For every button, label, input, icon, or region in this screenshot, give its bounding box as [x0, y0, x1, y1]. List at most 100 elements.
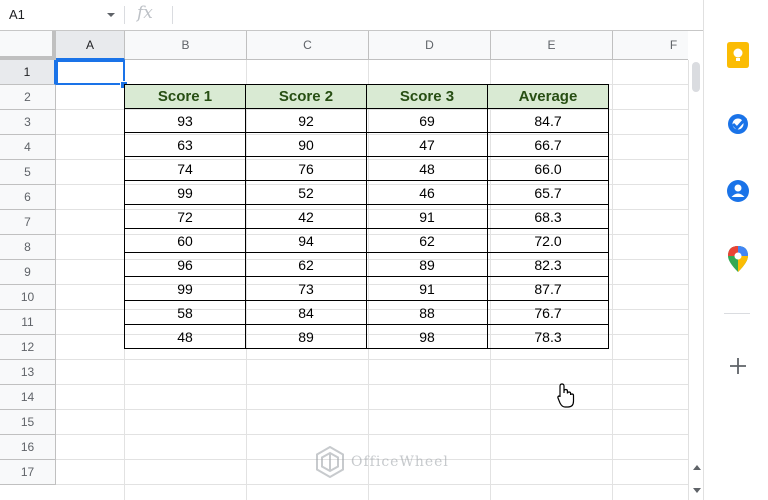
data-cell[interactable]: 76.7: [487, 300, 609, 325]
row-header-9[interactable]: 9: [0, 260, 56, 285]
data-cell[interactable]: 90: [245, 132, 367, 157]
data-cell[interactable]: 66.7: [487, 132, 609, 157]
data-cell[interactable]: 58: [124, 300, 246, 325]
data-cell[interactable]: 76: [245, 156, 367, 181]
row-header-3[interactable]: 3: [0, 110, 56, 135]
cell-reference: A1: [9, 7, 25, 22]
data-cell[interactable]: 89: [245, 324, 367, 349]
column-header-e[interactable]: E: [491, 31, 613, 60]
data-cell[interactable]: 93: [124, 108, 246, 133]
row-header-6[interactable]: 6: [0, 185, 56, 210]
header-cell[interactable]: Average: [487, 84, 609, 109]
data-cell[interactable]: 52: [245, 180, 367, 205]
row-header-15[interactable]: 15: [0, 410, 56, 435]
data-cell[interactable]: 46: [366, 180, 488, 205]
data-cell[interactable]: 94: [245, 228, 367, 253]
data-cell[interactable]: 62: [366, 228, 488, 253]
data-cell[interactable]: 82.3: [487, 252, 609, 277]
data-cell[interactable]: 63: [124, 132, 246, 157]
table-row: 58 84 88 76.7: [124, 300, 609, 325]
table-row: 93 92 69 84.7: [124, 108, 609, 133]
data-cell[interactable]: 66.0: [487, 156, 609, 181]
vertical-scrollbar[interactable]: [688, 60, 704, 500]
data-cell[interactable]: 84: [245, 300, 367, 325]
data-cell[interactable]: 91: [366, 276, 488, 301]
row-header-12[interactable]: 12: [0, 335, 56, 360]
column-header-f[interactable]: F: [613, 31, 688, 60]
mouse-pointer-icon: [557, 383, 575, 408]
data-cell[interactable]: 99: [124, 276, 246, 301]
data-cell[interactable]: 92: [245, 108, 367, 133]
table-header-row: Score 1 Score 2 Score 3 Average: [124, 84, 609, 109]
header-cell[interactable]: Score 1: [124, 84, 246, 109]
keep-button[interactable]: [724, 41, 752, 69]
scroll-down-arrow-icon[interactable]: [693, 488, 701, 493]
row-header-4[interactable]: 4: [0, 135, 56, 160]
data-cell[interactable]: 72.0: [487, 228, 609, 253]
maps-button[interactable]: [724, 245, 752, 273]
data-cell[interactable]: 48: [366, 156, 488, 181]
data-cell[interactable]: 98: [366, 324, 488, 349]
row-header-11[interactable]: 11: [0, 310, 56, 335]
data-cell[interactable]: 72: [124, 204, 246, 229]
row-header-8[interactable]: 8: [0, 235, 56, 260]
data-cell[interactable]: 89: [366, 252, 488, 277]
row-header-13[interactable]: 13: [0, 360, 56, 385]
contacts-icon: [727, 180, 749, 202]
divider: [172, 6, 173, 24]
data-cell[interactable]: 69: [366, 108, 488, 133]
data-cell[interactable]: 84.7: [487, 108, 609, 133]
header-cell[interactable]: Score 2: [245, 84, 367, 109]
data-cell[interactable]: 96: [124, 252, 246, 277]
header-cell[interactable]: Score 3: [366, 84, 488, 109]
gridline: [56, 359, 688, 360]
row-header-16[interactable]: 16: [0, 435, 56, 460]
contacts-button[interactable]: [724, 177, 752, 205]
data-cell[interactable]: 88: [366, 300, 488, 325]
active-cell-selection[interactable]: [56, 60, 125, 85]
data-cell[interactable]: 99: [124, 180, 246, 205]
data-cell[interactable]: 74: [124, 156, 246, 181]
data-cell[interactable]: 73: [245, 276, 367, 301]
row-header-14[interactable]: 14: [0, 385, 56, 410]
data-cell[interactable]: 87.7: [487, 276, 609, 301]
officewheel-logo-icon: [316, 446, 344, 478]
table-row: 99 52 46 65.7: [124, 180, 609, 205]
tasks-button[interactable]: [724, 110, 752, 138]
scrollbar-thumb[interactable]: [692, 62, 700, 92]
table-row: 60 94 62 72.0: [124, 228, 609, 253]
column-header-a[interactable]: A: [56, 31, 125, 60]
gridline: [56, 384, 688, 385]
column-header-c[interactable]: C: [247, 31, 369, 60]
divider: [724, 313, 750, 314]
data-cell[interactable]: 62: [245, 252, 367, 277]
row-header-7[interactable]: 7: [0, 210, 56, 235]
keep-icon: [727, 42, 749, 68]
data-cell[interactable]: 48: [124, 324, 246, 349]
tasks-icon: [728, 114, 748, 134]
name-box[interactable]: A1: [0, 0, 124, 30]
row-header-17[interactable]: 17: [0, 460, 56, 485]
data-cell[interactable]: 65.7: [487, 180, 609, 205]
select-all-corner[interactable]: [0, 31, 56, 60]
row-header-10[interactable]: 10: [0, 285, 56, 310]
scroll-up-arrow-icon[interactable]: [693, 465, 701, 470]
column-header-b[interactable]: B: [125, 31, 247, 60]
data-cell[interactable]: 47: [366, 132, 488, 157]
data-cell[interactable]: 42: [245, 204, 367, 229]
add-addon-button[interactable]: [724, 352, 752, 380]
data-cell[interactable]: 91: [366, 204, 488, 229]
table-row: 74 76 48 66.0: [124, 156, 609, 181]
data-cell[interactable]: 60: [124, 228, 246, 253]
row-header-1[interactable]: 1: [0, 60, 56, 85]
data-cell[interactable]: 78.3: [487, 324, 609, 349]
chevron-down-icon[interactable]: [107, 13, 115, 17]
column-header-d[interactable]: D: [369, 31, 491, 60]
add-icon: [730, 358, 746, 374]
formula-input[interactable]: [183, 0, 698, 30]
watermark-text: OfficeWheel: [351, 454, 449, 470]
row-header-5[interactable]: 5: [0, 160, 56, 185]
row-header-2[interactable]: 2: [0, 85, 56, 110]
data-cell[interactable]: 68.3: [487, 204, 609, 229]
